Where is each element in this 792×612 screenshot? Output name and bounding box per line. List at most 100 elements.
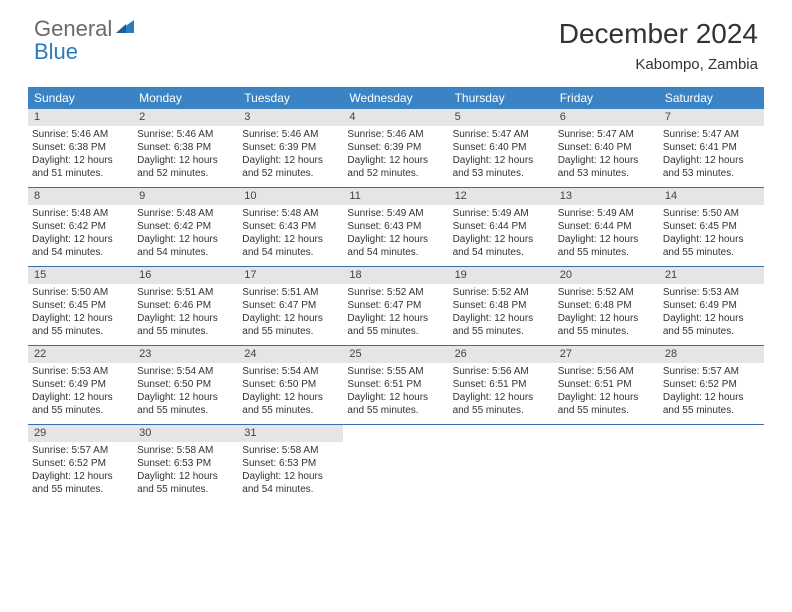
day-cell: 17Sunrise: 5:51 AMSunset: 6:47 PMDayligh… bbox=[238, 267, 343, 345]
day-number: 13 bbox=[554, 188, 659, 205]
day-cell: 19Sunrise: 5:52 AMSunset: 6:48 PMDayligh… bbox=[449, 267, 554, 345]
day-number: 16 bbox=[133, 267, 238, 284]
day-number: 30 bbox=[133, 425, 238, 442]
empty-cell bbox=[449, 425, 554, 503]
empty-cell bbox=[554, 425, 659, 503]
daylight-text: Daylight: 12 hours and 54 minutes. bbox=[453, 233, 550, 259]
sunset-text: Sunset: 6:43 PM bbox=[242, 220, 339, 233]
week-row: 1Sunrise: 5:46 AMSunset: 6:38 PMDaylight… bbox=[28, 109, 764, 188]
daylight-text: Daylight: 12 hours and 55 minutes. bbox=[137, 470, 234, 496]
sunrise-text: Sunrise: 5:46 AM bbox=[347, 128, 444, 141]
day-header: Tuesday bbox=[238, 87, 343, 109]
sunrise-text: Sunrise: 5:46 AM bbox=[32, 128, 129, 141]
sunrise-text: Sunrise: 5:58 AM bbox=[242, 444, 339, 457]
day-cell: 23Sunrise: 5:54 AMSunset: 6:50 PMDayligh… bbox=[133, 346, 238, 424]
day-number: 9 bbox=[133, 188, 238, 205]
header: General Blue December 2024 Kabompo, Zamb… bbox=[0, 0, 792, 81]
sunrise-text: Sunrise: 5:52 AM bbox=[347, 286, 444, 299]
day-cell: 25Sunrise: 5:55 AMSunset: 6:51 PMDayligh… bbox=[343, 346, 448, 424]
week-row: 29Sunrise: 5:57 AMSunset: 6:52 PMDayligh… bbox=[28, 425, 764, 503]
daylight-text: Daylight: 12 hours and 54 minutes. bbox=[347, 233, 444, 259]
day-cell: 5Sunrise: 5:47 AMSunset: 6:40 PMDaylight… bbox=[449, 109, 554, 187]
daylight-text: Daylight: 12 hours and 53 minutes. bbox=[453, 154, 550, 180]
sunset-text: Sunset: 6:47 PM bbox=[347, 299, 444, 312]
title-block: December 2024 Kabompo, Zambia bbox=[559, 18, 758, 73]
day-number: 17 bbox=[238, 267, 343, 284]
sunrise-text: Sunrise: 5:47 AM bbox=[558, 128, 655, 141]
sunset-text: Sunset: 6:52 PM bbox=[663, 378, 760, 391]
day-cell: 3Sunrise: 5:46 AMSunset: 6:39 PMDaylight… bbox=[238, 109, 343, 187]
day-cell: 12 Sunrise: 5:49 AMSunset: 6:44 PMDayligh… bbox=[449, 188, 554, 266]
sunrise-text: Sunrise: 5:56 AM bbox=[558, 365, 655, 378]
sunrise-text: Sunrise: 5:53 AM bbox=[663, 286, 760, 299]
day-cell: 18Sunrise: 5:52 AMSunset: 6:47 PMDayligh… bbox=[343, 267, 448, 345]
day-cell: 28Sunrise: 5:57 AMSunset: 6:52 PMDayligh… bbox=[659, 346, 764, 424]
daylight-text: Daylight: 12 hours and 54 minutes. bbox=[32, 233, 129, 259]
daylight-text: Daylight: 12 hours and 53 minutes. bbox=[558, 154, 655, 180]
daylight-text: Daylight: 12 hours and 55 minutes. bbox=[663, 391, 760, 417]
day-cell: 30 Sunrise: 5:58 AMSunset: 6:53 PMDayligh… bbox=[133, 425, 238, 503]
sunrise-text: Sunrise: 5:48 AM bbox=[242, 207, 339, 220]
sunrise-text: Sunrise: 5:57 AM bbox=[32, 444, 129, 457]
day-cell: 22Sunrise: 5:53 AMSunset: 6:49 PMDayligh… bbox=[28, 346, 133, 424]
day-number: 11 bbox=[343, 188, 448, 205]
day-number: 18 bbox=[343, 267, 448, 284]
sunset-text: Sunset: 6:44 PM bbox=[453, 220, 550, 233]
sunrise-text: Sunrise: 5:51 AM bbox=[137, 286, 234, 299]
week-row: 15Sunrise: 5:50 AMSunset: 6:45 PMDayligh… bbox=[28, 267, 764, 346]
sunset-text: Sunset: 6:50 PM bbox=[137, 378, 234, 391]
day-cell: 16Sunrise: 5:51 AMSunset: 6:46 PMDayligh… bbox=[133, 267, 238, 345]
day-number: 19 bbox=[449, 267, 554, 284]
day-header: Thursday bbox=[449, 87, 554, 109]
day-number: 7 bbox=[659, 109, 764, 126]
day-cell: 21 Sunrise: 5:53 AMSunset: 6:49 PMDayligh… bbox=[659, 267, 764, 345]
sunset-text: Sunset: 6:41 PM bbox=[663, 141, 760, 154]
sunset-text: Sunset: 6:42 PM bbox=[137, 220, 234, 233]
sunset-text: Sunset: 6:39 PM bbox=[242, 141, 339, 154]
daylight-text: Daylight: 12 hours and 54 minutes. bbox=[242, 233, 339, 259]
daylight-text: Daylight: 12 hours and 55 minutes. bbox=[558, 233, 655, 259]
day-number: 10 bbox=[238, 188, 343, 205]
day-number: 5 bbox=[449, 109, 554, 126]
day-number: 12 bbox=[449, 188, 554, 205]
daylight-text: Daylight: 12 hours and 55 minutes. bbox=[137, 312, 234, 338]
sunrise-text: Sunrise: 5:46 AM bbox=[137, 128, 234, 141]
daylight-text: Daylight: 12 hours and 55 minutes. bbox=[32, 312, 129, 338]
daylight-text: Daylight: 12 hours and 55 minutes. bbox=[558, 312, 655, 338]
daylight-text: Daylight: 12 hours and 55 minutes. bbox=[663, 233, 760, 259]
sunset-text: Sunset: 6:51 PM bbox=[453, 378, 550, 391]
daylight-text: Daylight: 12 hours and 55 minutes. bbox=[137, 391, 234, 417]
day-number: 29 bbox=[28, 425, 133, 442]
day-number: 2 bbox=[133, 109, 238, 126]
sunset-text: Sunset: 6:43 PM bbox=[347, 220, 444, 233]
daylight-text: Daylight: 12 hours and 55 minutes. bbox=[663, 312, 760, 338]
daylight-text: Daylight: 12 hours and 55 minutes. bbox=[347, 391, 444, 417]
daylight-text: Daylight: 12 hours and 55 minutes. bbox=[558, 391, 655, 417]
sunset-text: Sunset: 6:42 PM bbox=[32, 220, 129, 233]
sunrise-text: Sunrise: 5:53 AM bbox=[32, 365, 129, 378]
week-row: 22Sunrise: 5:53 AMSunset: 6:49 PMDayligh… bbox=[28, 346, 764, 425]
sunrise-text: Sunrise: 5:47 AM bbox=[663, 128, 760, 141]
day-cell: 7 Sunrise: 5:47 AMSunset: 6:41 PMDaylight… bbox=[659, 109, 764, 187]
sunrise-text: Sunrise: 5:49 AM bbox=[453, 207, 550, 220]
day-number: 6 bbox=[554, 109, 659, 126]
day-cell: 13Sunrise: 5:49 AMSunset: 6:44 PMDayligh… bbox=[554, 188, 659, 266]
day-number: 25 bbox=[343, 346, 448, 363]
daylight-text: Daylight: 12 hours and 53 minutes. bbox=[663, 154, 760, 180]
brand-part2: Blue bbox=[34, 39, 78, 64]
calendar: SundayMondayTuesdayWednesdayThursdayFrid… bbox=[28, 87, 764, 503]
weeks-container: 1Sunrise: 5:46 AMSunset: 6:38 PMDaylight… bbox=[28, 109, 764, 503]
sunset-text: Sunset: 6:53 PM bbox=[137, 457, 234, 470]
sunrise-text: Sunrise: 5:56 AM bbox=[453, 365, 550, 378]
day-number: 14 bbox=[659, 188, 764, 205]
daylight-text: Daylight: 12 hours and 55 minutes. bbox=[453, 391, 550, 417]
sunrise-text: Sunrise: 5:58 AM bbox=[137, 444, 234, 457]
sunset-text: Sunset: 6:44 PM bbox=[558, 220, 655, 233]
sunset-text: Sunset: 6:49 PM bbox=[663, 299, 760, 312]
day-number: 3 bbox=[238, 109, 343, 126]
sunset-text: Sunset: 6:50 PM bbox=[242, 378, 339, 391]
day-number: 1 bbox=[28, 109, 133, 126]
day-number: 21 bbox=[659, 267, 764, 284]
daylight-text: Daylight: 12 hours and 55 minutes. bbox=[242, 312, 339, 338]
day-number: 15 bbox=[28, 267, 133, 284]
